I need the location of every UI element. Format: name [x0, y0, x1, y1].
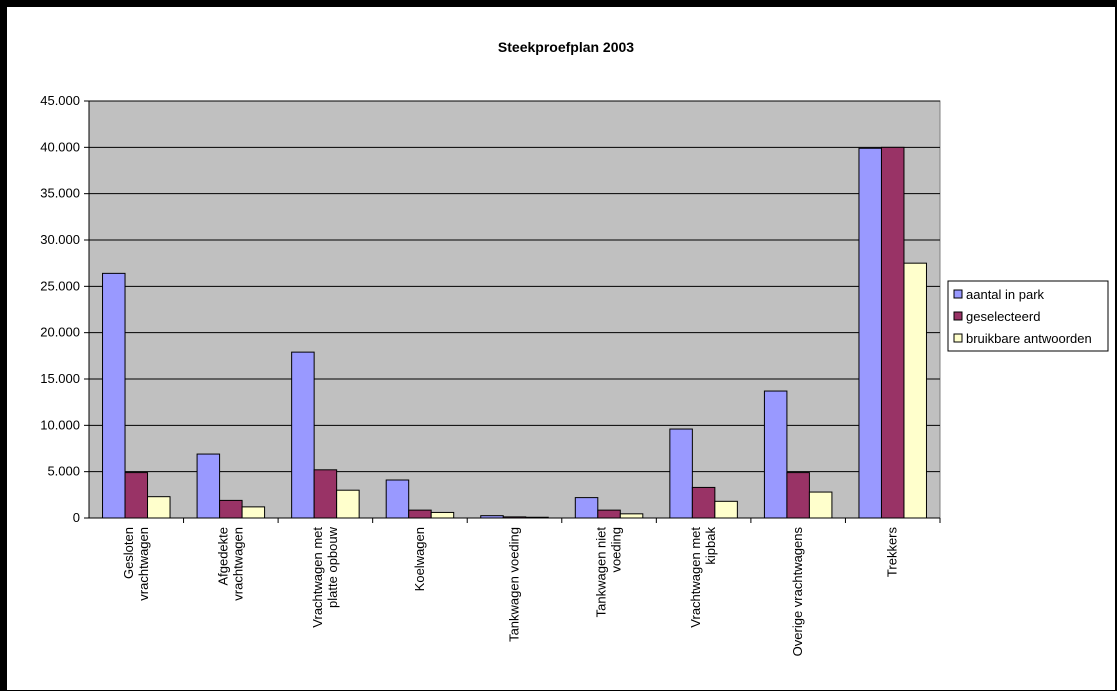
y-tick-label: 45.000 — [40, 93, 80, 108]
bar-geselecteerd — [502, 516, 527, 519]
bar-aantal-in-park — [196, 453, 221, 519]
legend-box — [947, 280, 1109, 352]
bar-aantal-in-park — [291, 351, 315, 519]
legend-swatch — [953, 333, 963, 343]
bar-aantal-in-park — [102, 272, 126, 519]
x-category-label: Trekkers — [885, 527, 900, 578]
bar-geselecteerd — [880, 146, 905, 519]
legend: aantal in park geselecteerd bruikbare antw… — [947, 280, 1109, 352]
bar-bruikbare-antwoorden — [241, 506, 266, 519]
x-tick-label: Koelwagen — [412, 527, 427, 591]
bar-aantal-in-park — [763, 390, 788, 519]
x-category-label: Koelwagen — [412, 527, 427, 591]
x-tick-label: Gesloten — [121, 527, 136, 579]
plot-area: 0 5.000 10.000 15.000 20.000 25.000 30.000 35.0… — [40, 93, 941, 657]
x-tick-label: Vrachtwagen met — [310, 527, 325, 628]
y-tick-label: 15.000 — [40, 371, 80, 386]
x-tick-label: Afgedekte — [215, 527, 230, 586]
x-tick-label: kipbak — [703, 527, 718, 565]
plot-background — [88, 100, 941, 519]
x-tick-label: vrachtwagen — [230, 527, 245, 601]
y-tick-label: 35.000 — [40, 186, 80, 201]
y-tick-label: 30.000 — [40, 232, 80, 247]
y-tick-label: 10.000 — [40, 417, 80, 432]
bar-bruikbare-antwoorden — [619, 513, 644, 519]
bar-geselecteerd — [597, 509, 621, 519]
bar-geselecteerd — [313, 469, 338, 519]
x-category-label: Tankwagen niet voeding — [594, 527, 624, 618]
bar-bruikbare-antwoorden — [903, 262, 927, 519]
x-tick-label: voeding — [609, 527, 624, 573]
y-tick-label: 0 — [73, 510, 80, 525]
x-tick-label: Tankwagen niet — [594, 527, 609, 618]
bar-bruikbare-antwoorden — [714, 500, 738, 519]
y-tick-label: 5.000 — [47, 464, 80, 479]
bar-geselecteerd — [408, 509, 432, 519]
bar-aantal-in-park — [858, 147, 882, 519]
y-tick-label: 25.000 — [40, 278, 80, 293]
x-tick-label: Trekkers — [885, 527, 900, 578]
x-tick-label: vrachtwagen — [136, 527, 151, 601]
x-tick-label: Overige vrachtwagens — [790, 527, 805, 657]
y-tick-label: 20.000 — [40, 325, 80, 340]
legend-label: aantal in park — [966, 287, 1045, 302]
y-tick-label: 40.000 — [40, 139, 80, 154]
bar-bruikbare-antwoorden — [525, 516, 549, 519]
legend-swatch — [953, 311, 963, 321]
bar-geselecteerd — [786, 472, 810, 519]
bar-aantal-in-park — [385, 479, 410, 519]
x-category-label: Tankwagen voeding — [507, 527, 522, 642]
bar-bruikbare-antwoorden — [430, 511, 455, 519]
bar-geselecteerd — [219, 499, 243, 519]
x-tick-label: Tankwagen voeding — [507, 527, 522, 642]
x-category-label: Overige vrachtwagens — [790, 527, 805, 657]
bar-aantal-in-park — [480, 515, 504, 519]
x-category-label: Vrachtwagen met platte opbouw — [310, 526, 340, 627]
bar-bruikbare-antwoorden — [147, 496, 171, 519]
bar-aantal-in-park — [669, 428, 693, 519]
chart-title: Steekproefplan 2003 — [498, 39, 634, 55]
x-category-label: Gesloten vrachtwagen — [121, 527, 151, 601]
x-tick-label: Vrachtwagen met — [688, 527, 703, 628]
legend-label: bruikbare antwoorden — [966, 331, 1092, 346]
x-tick-label: platte opbouw — [325, 526, 340, 608]
bar-bruikbare-antwoorden — [808, 491, 833, 519]
legend-swatch — [953, 289, 963, 299]
bar-geselecteerd — [124, 472, 149, 519]
bar-aantal-in-park — [574, 497, 599, 519]
legend-label: geselecteerd — [966, 309, 1040, 324]
bar-bruikbare-antwoorden — [336, 489, 360, 519]
x-category-label: Afgedekte vrachtwagen — [215, 527, 245, 601]
bar-geselecteerd — [691, 486, 716, 519]
x-category-label: Vrachtwagen met kipbak — [688, 527, 718, 628]
